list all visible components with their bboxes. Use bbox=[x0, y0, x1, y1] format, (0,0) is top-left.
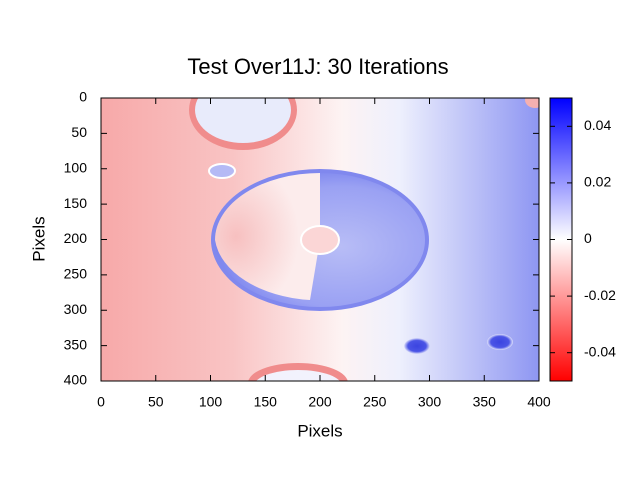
x-tick-label: 300 bbox=[418, 394, 442, 410]
y-tick-label: 250 bbox=[64, 266, 88, 282]
colorbar-tick-label: 0.04 bbox=[584, 117, 611, 133]
y-tick-label: 200 bbox=[64, 230, 88, 246]
colorbar-tick-label: 0.02 bbox=[584, 174, 611, 190]
x-tick-label: 50 bbox=[148, 394, 164, 410]
heatmap-field bbox=[101, 98, 539, 381]
colorbar-tick-label: 0 bbox=[584, 230, 592, 246]
colorbar-tick-label: -0.02 bbox=[584, 287, 616, 303]
y-tick-label: 0 bbox=[79, 89, 87, 105]
y-tick-label: 100 bbox=[64, 159, 88, 175]
colorbar-tick-label: -0.04 bbox=[584, 343, 616, 359]
x-tick-label: 150 bbox=[254, 394, 278, 410]
y-tick-label: 300 bbox=[64, 301, 88, 317]
x-tick-label: 350 bbox=[473, 394, 497, 410]
x-tick-label: 0 bbox=[97, 394, 105, 410]
x-axis-label: Pixels bbox=[297, 421, 342, 440]
y-tick-label: 150 bbox=[64, 195, 88, 211]
x-tick-label: 400 bbox=[527, 394, 551, 410]
y-tick-label: 350 bbox=[64, 336, 88, 352]
x-tick-label: 100 bbox=[199, 394, 223, 410]
y-axis-label: Pixels bbox=[29, 216, 48, 261]
x-tick-label: 200 bbox=[308, 394, 332, 410]
y-tick-label: 50 bbox=[71, 124, 87, 140]
x-tick-label: 250 bbox=[363, 394, 387, 410]
chart-title: Test Over11J: 30 Iterations bbox=[187, 54, 448, 79]
y-tick-label: 400 bbox=[64, 372, 88, 388]
